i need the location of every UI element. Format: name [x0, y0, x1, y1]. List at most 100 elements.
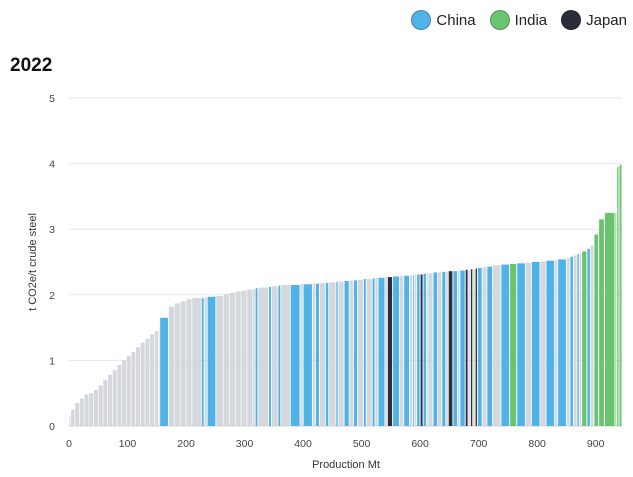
bar-other-62[interactable]	[385, 277, 387, 426]
bar-china-76[interactable]	[433, 272, 438, 426]
bar-china-43[interactable]	[290, 284, 300, 426]
bar-other-13[interactable]	[126, 355, 131, 426]
bar-india-115[interactable]	[619, 164, 622, 427]
bar-india-114[interactable]	[617, 166, 619, 426]
bar-japan-80[interactable]	[448, 271, 453, 426]
bar-other-24[interactable]	[180, 301, 186, 426]
bar-japan-63[interactable]	[387, 277, 393, 426]
bar-china-72[interactable]	[423, 273, 427, 426]
bar-other-18[interactable]	[150, 334, 155, 426]
bar-other-38[interactable]	[258, 287, 269, 426]
bar-china-45[interactable]	[303, 284, 312, 426]
legend-item-china[interactable]: China	[411, 10, 476, 30]
bar-india-112[interactable]	[604, 212, 615, 426]
bar-other-7[interactable]	[98, 385, 103, 426]
bar-other-96[interactable]	[525, 262, 531, 426]
bar-other-109[interactable]	[590, 245, 594, 426]
bar-other-20[interactable]	[158, 327, 160, 426]
bar-china-81[interactable]	[453, 271, 458, 426]
bar-other-82[interactable]	[457, 270, 460, 426]
bar-china-47[interactable]	[315, 283, 319, 426]
bar-japan-86[interactable]	[470, 269, 473, 426]
bar-other-79[interactable]	[446, 271, 448, 426]
bar-china-78[interactable]	[442, 271, 446, 426]
bar-china-55[interactable]	[353, 280, 357, 426]
bar-china-37[interactable]	[255, 288, 258, 426]
bar-china-68[interactable]	[413, 275, 414, 426]
bar-china-27[interactable]	[201, 298, 204, 426]
bar-other-25[interactable]	[186, 299, 192, 426]
bar-other-54[interactable]	[349, 280, 354, 426]
bar-china-39[interactable]	[269, 286, 271, 426]
bar-other-98[interactable]	[540, 261, 546, 426]
bar-china-108[interactable]	[587, 248, 590, 426]
bar-china-97[interactable]	[531, 262, 540, 426]
bar-other-40[interactable]	[271, 286, 278, 426]
bar-other-36[interactable]	[253, 288, 255, 426]
bar-other-102[interactable]	[566, 258, 570, 426]
bar-other-77[interactable]	[438, 272, 442, 426]
bar-other-75[interactable]	[429, 273, 433, 426]
legend-item-india[interactable]: India	[489, 10, 547, 30]
bar-japan-71[interactable]	[420, 274, 423, 426]
bar-india-111[interactable]	[599, 219, 604, 426]
bar-china-70[interactable]	[417, 274, 420, 426]
bar-other-69[interactable]	[414, 274, 417, 426]
bar-other-52[interactable]	[338, 281, 344, 426]
bar-other-90[interactable]	[482, 267, 487, 426]
bar-other-31[interactable]	[223, 294, 229, 426]
bar-china-105[interactable]	[577, 254, 579, 426]
legend-item-japan[interactable]: Japan	[561, 10, 627, 30]
bar-other-12[interactable]	[122, 360, 126, 426]
bar-other-42[interactable]	[281, 284, 290, 426]
bar-other-3[interactable]	[79, 398, 84, 426]
bar-china-51[interactable]	[336, 281, 338, 426]
bar-other-4[interactable]	[84, 394, 89, 426]
bar-other-87[interactable]	[473, 269, 475, 426]
bar-china-29[interactable]	[207, 296, 216, 426]
bar-other-65[interactable]	[399, 275, 404, 426]
bar-other-23[interactable]	[174, 303, 180, 426]
bar-other-34[interactable]	[241, 290, 247, 426]
bar-china-91[interactable]	[487, 266, 493, 426]
bar-china-74[interactable]	[428, 273, 430, 426]
bar-other-8[interactable]	[103, 380, 108, 426]
bar-other-19[interactable]	[154, 330, 159, 426]
bar-india-110[interactable]	[594, 234, 599, 426]
bar-china-49[interactable]	[325, 282, 329, 426]
bar-other-100[interactable]	[555, 260, 558, 426]
bar-other-1[interactable]	[71, 409, 75, 426]
bar-china-21[interactable]	[160, 317, 168, 426]
bar-china-66[interactable]	[404, 275, 410, 426]
bar-china-103[interactable]	[570, 256, 573, 426]
bar-japan-88[interactable]	[475, 268, 477, 426]
bar-other-33[interactable]	[235, 291, 241, 426]
bar-other-46[interactable]	[312, 283, 316, 426]
bar-india-113[interactable]	[615, 212, 617, 426]
bar-china-61[interactable]	[378, 277, 385, 426]
bar-other-50[interactable]	[329, 282, 336, 426]
bar-india-107[interactable]	[582, 251, 587, 426]
bar-other-9[interactable]	[107, 374, 112, 426]
bar-other-32[interactable]	[229, 292, 235, 426]
bar-other-35[interactable]	[247, 289, 253, 426]
bar-other-26[interactable]	[192, 298, 201, 426]
bar-other-14[interactable]	[131, 351, 136, 426]
bar-other-6[interactable]	[93, 389, 98, 426]
bar-china-57[interactable]	[363, 279, 366, 426]
bar-other-2[interactable]	[75, 403, 80, 426]
bar-china-41[interactable]	[278, 285, 281, 426]
bar-china-59[interactable]	[372, 278, 375, 426]
bar-other-58[interactable]	[366, 279, 372, 426]
bar-other-85[interactable]	[468, 269, 471, 426]
bar-other-73[interactable]	[426, 273, 428, 426]
bar-china-95[interactable]	[517, 263, 525, 426]
bar-other-104[interactable]	[573, 255, 577, 426]
bar-other-16[interactable]	[140, 342, 145, 426]
bar-other-48[interactable]	[319, 282, 325, 426]
bar-india-94[interactable]	[510, 263, 517, 426]
bar-china-101[interactable]	[558, 259, 566, 426]
bar-japan-84[interactable]	[465, 269, 468, 426]
bar-other-10[interactable]	[112, 370, 117, 426]
bar-other-67[interactable]	[409, 275, 413, 426]
